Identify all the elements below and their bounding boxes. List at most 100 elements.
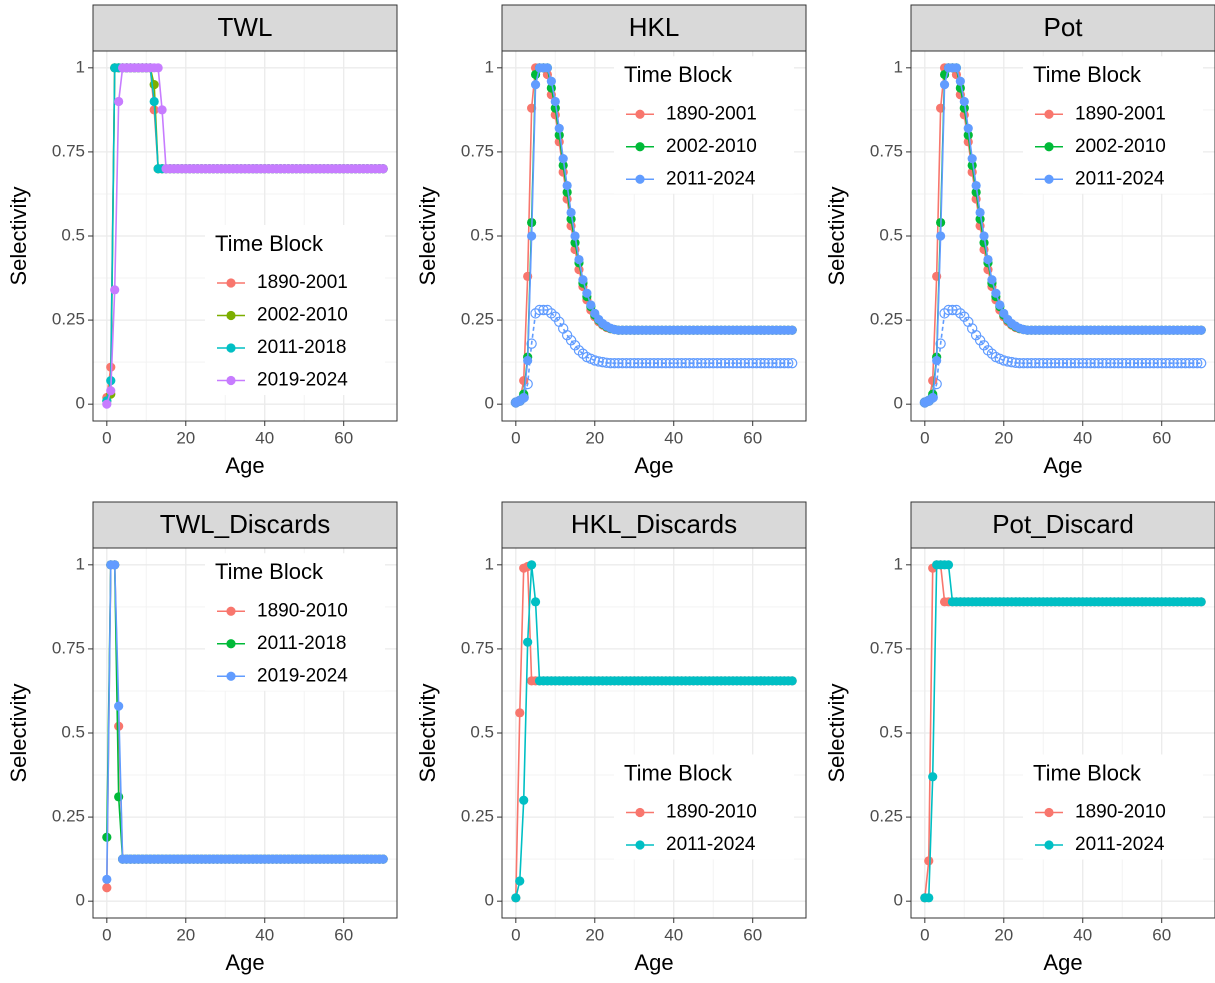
data-point (1061, 357, 1073, 369)
data-point (928, 392, 938, 403)
legend-label: 1890-2010 (257, 600, 348, 621)
data-point (715, 357, 727, 369)
y-tick-label: 0.5 (879, 225, 903, 244)
data-point (1053, 357, 1065, 369)
y-tick-label: 0.75 (52, 141, 85, 160)
legend-label: 1890-2010 (666, 802, 757, 823)
data-point (719, 357, 731, 369)
x-tick-label: 0 (920, 925, 929, 944)
data-point (656, 357, 668, 369)
x-axis-label: Age (1043, 453, 1082, 478)
y-axis-label: Selectivity (6, 186, 31, 285)
data-point (951, 63, 962, 73)
data-point (1152, 357, 1163, 369)
data-point (519, 376, 529, 386)
data-point (1089, 357, 1100, 369)
legend: Time Block 1890-2010 2011-2024 (614, 754, 794, 860)
legend-label: 1890-2001 (666, 103, 757, 124)
y-axis-label: Selectivity (6, 683, 31, 782)
data-point (515, 708, 525, 718)
legend-key-point (635, 109, 645, 119)
data-point (1124, 357, 1136, 369)
data-point (763, 357, 774, 369)
legend-label: 2011-2024 (666, 168, 756, 189)
data-point (1069, 357, 1081, 369)
data-point (1184, 357, 1195, 369)
x-axis-label: Age (1043, 950, 1082, 975)
data-point (1010, 357, 1021, 369)
data-point (110, 285, 120, 295)
legend-key-point (226, 310, 236, 321)
legend: Time Block 1890-2010 2011-2024 (1023, 754, 1203, 860)
x-tick-label: 60 (743, 925, 762, 944)
data-point (586, 300, 596, 310)
data-point (601, 357, 612, 369)
data-point (1113, 357, 1124, 369)
legend-label: 2011-2024 (666, 834, 756, 855)
data-point (943, 304, 954, 316)
data-point (1002, 356, 1013, 367)
legend-label: 2011-2024 (1075, 168, 1165, 189)
data-point (928, 376, 938, 386)
data-point (1196, 597, 1206, 607)
data-point (1097, 357, 1108, 369)
data-point (149, 96, 159, 107)
data-point (688, 357, 699, 369)
y-tick-label: 0.25 (870, 310, 903, 329)
data-point (527, 231, 537, 241)
data-point (1042, 357, 1053, 369)
data-point (1049, 357, 1061, 369)
data-point (1081, 357, 1092, 369)
legend-key-point (1044, 840, 1054, 850)
data-point (530, 80, 541, 90)
x-tick-label: 60 (334, 428, 353, 447)
data-point (1045, 357, 1057, 369)
legend-key-point (226, 606, 236, 616)
data-point (597, 356, 608, 368)
data-point (1006, 356, 1017, 368)
strip-title: Pot_Discard (992, 509, 1134, 539)
data-point (660, 357, 672, 369)
data-point (987, 275, 997, 285)
legend-label: 2011-2018 (257, 337, 346, 358)
data-point (775, 357, 786, 369)
data-point (546, 76, 556, 86)
data-point (102, 399, 112, 409)
legend-label: 2019-2024 (257, 665, 348, 686)
data-point (562, 180, 572, 191)
strip-title: TWL (218, 12, 273, 42)
data-point (747, 357, 758, 369)
data-point (1140, 357, 1152, 369)
legend-label: 2002-2010 (1075, 136, 1166, 157)
data-point (613, 357, 624, 369)
data-point (1105, 357, 1116, 369)
y-tick-label: 0.75 (52, 638, 85, 657)
data-point (924, 893, 934, 903)
data-point (102, 874, 112, 884)
y-axis-label: Selectivity (824, 186, 849, 285)
data-point (578, 275, 588, 285)
data-point (971, 187, 981, 197)
x-tick-label: 20 (176, 428, 195, 447)
legend-key-point (1044, 109, 1054, 119)
y-tick-label: 0 (76, 394, 85, 413)
data-point (684, 357, 695, 369)
data-point (1030, 357, 1041, 369)
data-point (959, 103, 969, 113)
data-point (515, 876, 525, 886)
data-point (759, 357, 770, 369)
legend-background (614, 754, 794, 860)
data-point (114, 96, 124, 107)
panel: TWL_Discards 0 20 40 60 0 0.25 0.5 0.75 1 Age Selec… (6, 501, 398, 975)
y-tick-label: 0.25 (870, 807, 903, 826)
y-tick-label: 1 (485, 554, 494, 573)
data-point (991, 288, 1001, 298)
data-point (668, 357, 679, 369)
data-point (1136, 357, 1148, 369)
panel-border (92, 547, 398, 919)
x-tick-label: 0 (102, 428, 111, 447)
data-point (153, 63, 163, 73)
data-point (676, 357, 687, 369)
data-point (1156, 357, 1167, 369)
data-point (935, 338, 946, 349)
